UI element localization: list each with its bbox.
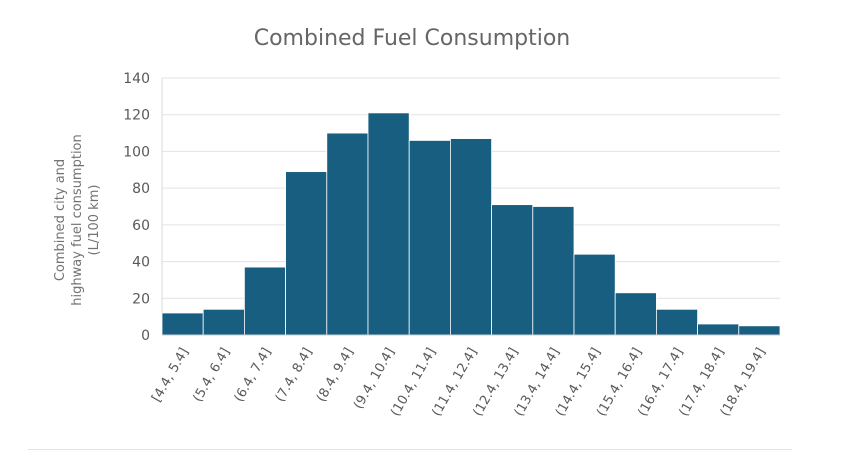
x-tick-label: (5.4, 6.4] (190, 346, 233, 405)
histogram-bar (532, 206, 575, 336)
x-tick-label: [4.4, 5.4] (149, 346, 192, 405)
histogram-bar (408, 140, 451, 336)
x-tick-label: (6.4, 7.4] (232, 346, 275, 405)
histogram-bar (202, 308, 245, 336)
y-axis-title-line: Combined city and (53, 159, 68, 281)
histogram-bar (161, 312, 204, 336)
histogram-bar (614, 292, 657, 336)
histogram-bar (738, 325, 781, 336)
histogram-bar (285, 171, 328, 336)
x-tick-label: (9.4, 10.4] (351, 346, 398, 412)
y-tick-label: 100 (123, 144, 150, 160)
y-axis-title-line: highway fuel consumption (70, 134, 85, 306)
bottom-divider (28, 449, 792, 450)
y-tick-label: 140 (123, 71, 150, 87)
x-tick-label: (7.4, 8.4] (273, 346, 316, 405)
y-tick-label: 20 (132, 291, 150, 307)
y-tick-label: 40 (132, 255, 150, 271)
histogram-bar (326, 132, 369, 336)
histogram-bar (656, 308, 699, 336)
x-tick-label: (8.4, 9.4] (314, 346, 357, 405)
y-tick-label: 0 (141, 328, 150, 344)
y-axis-title-line: (L/100 km) (87, 185, 102, 256)
histogram-bar (243, 266, 286, 336)
histogram-bar (449, 138, 492, 336)
chart-title: Combined Fuel Consumption (253, 26, 571, 51)
y-tick-label: 60 (132, 218, 150, 234)
y-tick-label: 80 (132, 181, 150, 197)
histogram-bar (697, 323, 740, 336)
histogram-bar (491, 204, 534, 336)
histogram-bar (367, 112, 410, 336)
histogram-bar (573, 253, 616, 336)
y-tick-label: 120 (123, 108, 150, 124)
